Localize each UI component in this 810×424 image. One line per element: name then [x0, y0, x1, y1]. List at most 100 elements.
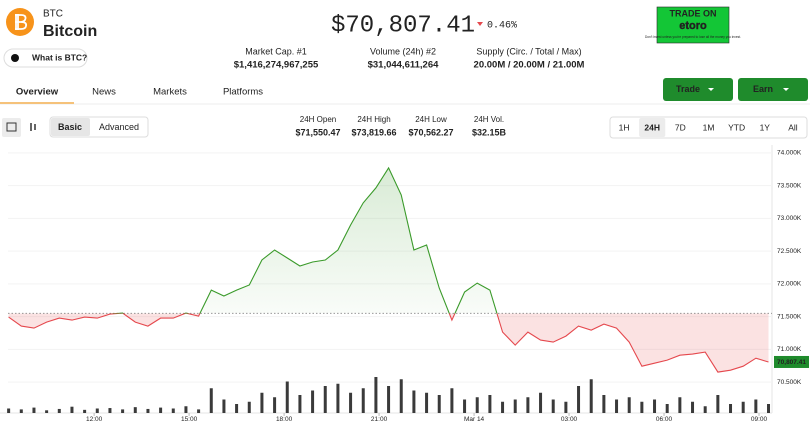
stat-label: Supply (Circ. / Total / Max) [476, 46, 581, 56]
stat-label: Volume (24h) #2 [370, 46, 436, 56]
y-tick-label: 71.000K [777, 346, 802, 353]
ad-brand[interactable]: etoro [679, 20, 707, 32]
volume-bar [361, 388, 365, 413]
stat-value: $1,416,274,967,255 [234, 60, 319, 71]
volume-bar [184, 406, 188, 413]
trade-label[interactable]: Trade [676, 84, 700, 94]
range[interactable]: YTD [728, 122, 745, 132]
range-active [639, 118, 666, 137]
caret [783, 88, 789, 91]
tab[interactable]: Overview [16, 87, 59, 98]
volume-bar [387, 386, 391, 413]
volume-bar [425, 392, 429, 413]
volume-bar [133, 407, 137, 413]
caret [708, 88, 714, 91]
price-line [8, 166, 769, 373]
range[interactable]: 1M [703, 122, 715, 132]
mode-active [51, 118, 90, 136]
volume-bar [159, 407, 163, 413]
mode[interactable]: Advanced [99, 122, 139, 132]
range[interactable]: All [788, 122, 798, 132]
volume-bar [121, 409, 125, 413]
range-buttons: 1H 24H 7D 1M YTD 1Y All [619, 118, 798, 137]
coin-symbol: BTC [43, 9, 63, 20]
volume-bar [475, 397, 479, 413]
tab[interactable]: Markets [153, 87, 187, 98]
earn-label[interactable]: Earn [753, 84, 773, 94]
day-stat-value: $32.15B [472, 127, 507, 137]
range[interactable]: 1Y [760, 122, 771, 132]
volume-bar [336, 383, 340, 413]
volume-bar [767, 404, 771, 413]
y-tick-label: 71.500K [777, 313, 802, 320]
volume-bar [70, 406, 74, 413]
volume-bar [45, 410, 49, 413]
down-arrow [477, 22, 483, 26]
volume-bar [653, 399, 657, 413]
day-stat-label: 24H Vol. [474, 115, 504, 124]
volume-bar [450, 388, 454, 413]
volume-bar [741, 401, 745, 413]
price-chart: 74.000K 73.500K 73.000K 72.500K 72.000K 71.50… [0, 145, 809, 423]
price-area [8, 167, 769, 373]
tab[interactable]: Platforms [223, 87, 263, 98]
candle-icon[interactable] [30, 123, 36, 131]
x-tick-label: 21:00 [371, 416, 388, 423]
volume-bar [513, 399, 517, 413]
volume-bar [602, 395, 606, 413]
volume-bar [374, 377, 378, 413]
trade-button[interactable] [663, 78, 733, 101]
volume-bar [665, 404, 669, 413]
volume-bar [209, 388, 213, 413]
x-tick-label: 03:00 [561, 416, 578, 423]
volume-bar [564, 401, 568, 413]
volume-bar [247, 401, 251, 413]
stat-value: 20.00M / 20.00M / 21.00M [474, 60, 585, 71]
range[interactable]: 24H [644, 122, 660, 132]
volume-bar [526, 397, 530, 413]
volume-bar [539, 392, 543, 413]
volume-bar [729, 404, 733, 413]
day-stat-label: 24H Low [415, 115, 447, 124]
day-stat-value: $73,819.66 [351, 127, 396, 137]
volume-bar [615, 399, 619, 413]
volume-bar [488, 395, 492, 413]
ad-note: Don't invest unless you're prepared to l… [645, 35, 741, 39]
last-price-tag [774, 355, 809, 368]
tab-underline [0, 102, 74, 104]
line-icon [6, 122, 17, 132]
ad-banner[interactable] [656, 6, 730, 44]
stat-label: Market Cap. #1 [245, 46, 307, 56]
volume-bar [19, 409, 23, 413]
volume-bar [551, 399, 555, 413]
volume-bar [95, 408, 99, 413]
price: $70,807.41 [331, 12, 475, 39]
range[interactable]: 7D [675, 122, 686, 132]
coin-glyph [15, 14, 28, 30]
volume-bar [298, 395, 302, 413]
day-stat-label: 24H Open [300, 115, 336, 124]
volume-bar [222, 399, 226, 413]
what-is-button[interactable] [3, 48, 88, 68]
earn-button[interactable] [738, 78, 808, 101]
volume-bar [399, 379, 403, 413]
tab[interactable]: News [92, 87, 116, 98]
x-tick-label: 09:00 [751, 416, 768, 423]
y-tick-label: 70.500K [777, 379, 802, 386]
stat-value: $31,044,611,264 [368, 60, 440, 71]
y-tick-label: 74.000K [777, 150, 802, 157]
x-tick-label: Mar 14 [464, 416, 485, 423]
volume-bar [273, 397, 277, 413]
x-tick-label: 06:00 [656, 416, 673, 423]
mode[interactable]: Basic [58, 122, 82, 132]
range[interactable]: 1H [619, 122, 630, 132]
chart-icon-button[interactable] [2, 118, 21, 137]
volume-bar [146, 408, 150, 413]
ad-title[interactable]: TRADE ON [670, 8, 717, 18]
volume-bar [171, 408, 175, 413]
what-is-label[interactable]: What is BTC? [32, 52, 87, 62]
volume-bar [716, 395, 720, 413]
volume-bar [260, 392, 264, 413]
